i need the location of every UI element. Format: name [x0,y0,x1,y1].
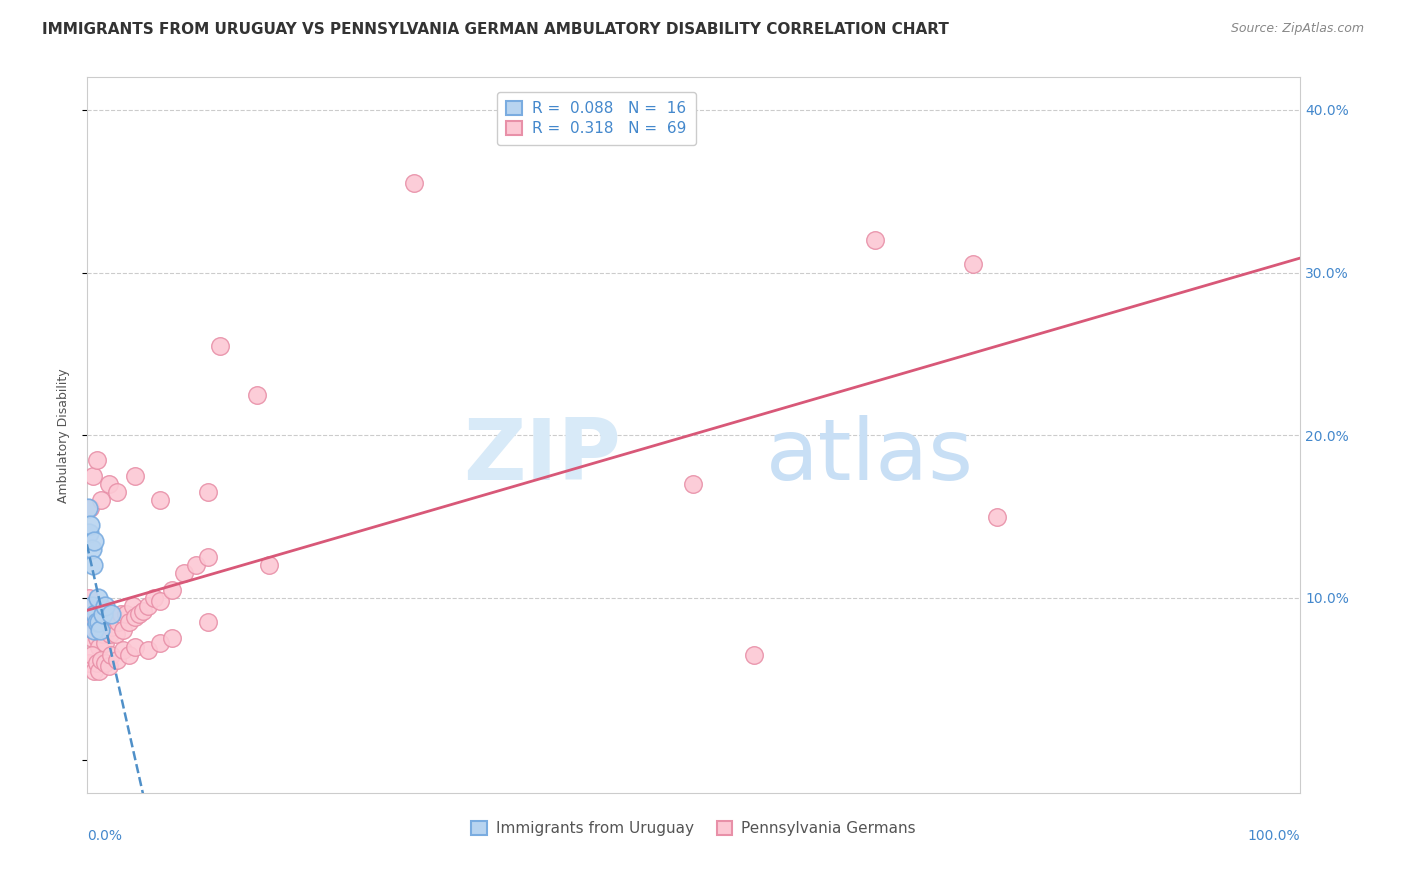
Point [104,626,127,640]
Point [184,558,207,573]
Point [124,640,146,654]
Point [149,594,172,608]
Point [83,624,105,638]
Point [86,615,108,630]
Text: IMMIGRANTS FROM URUGUAY VS PENNSYLVANIA GERMAN AMBULATORY DISABILITY CORRELATION: IMMIGRANTS FROM URUGUAY VS PENNSYLVANIA … [42,22,949,37]
Point [742,648,765,662]
Point [160,632,183,646]
Point [87,640,110,654]
Point [118,648,141,662]
Point [98,626,121,640]
Point [83,664,105,678]
Point [96,624,118,638]
Point [82,624,104,638]
Point [80,542,103,557]
Point [77,525,100,540]
Point [90,652,112,666]
Point [87,591,110,605]
Text: ZIP: ZIP [463,415,620,498]
Point [173,566,195,581]
Text: 100.0%: 100.0% [1247,829,1301,843]
Point [82,468,104,483]
Point [80,599,103,613]
Point [136,599,159,613]
Point [79,607,101,621]
Point [83,533,105,548]
Point [77,591,100,605]
Point [124,468,146,483]
Point [84,615,107,630]
Point [105,485,128,500]
Point [94,599,117,613]
Point [86,632,108,646]
Point [87,615,110,630]
Point [79,517,101,532]
Point [91,626,114,640]
Point [87,664,110,678]
Point [84,607,107,621]
Text: atlas: atlas [766,415,974,498]
Point [124,610,146,624]
Point [197,615,219,630]
Point [118,615,141,630]
Point [136,643,159,657]
Point [122,599,145,613]
Point [962,257,984,271]
Point [82,558,104,573]
Text: 0.0%: 0.0% [87,829,122,843]
Point [149,636,172,650]
Point [149,493,172,508]
Point [97,477,120,491]
Point [128,607,150,621]
Point [160,582,183,597]
Point [131,604,153,618]
Point [77,656,100,670]
Point [89,620,111,634]
Point [80,648,103,662]
Point [86,656,108,670]
Y-axis label: Ambulatory Disability: Ambulatory Disability [58,368,70,502]
Point [97,659,120,673]
Point [100,607,122,621]
Point [197,550,219,565]
Text: Source: ZipAtlas.com: Source: ZipAtlas.com [1230,22,1364,36]
Point [80,632,103,646]
Point [83,599,105,613]
Point [100,620,122,634]
Point [682,477,704,491]
Point [112,624,135,638]
Point [114,607,136,621]
Point [87,610,110,624]
Point [142,591,165,605]
Point [94,656,117,670]
Point [77,501,100,516]
Point [209,339,232,353]
Point [100,648,122,662]
Point [96,610,118,624]
Point [90,599,112,613]
Point [77,615,100,630]
Point [97,607,120,621]
Point [105,652,128,666]
Point [404,176,426,190]
Point [986,509,1008,524]
Point [107,615,129,630]
Point [79,501,101,516]
Point [246,387,269,401]
Point [86,452,108,467]
Point [89,624,111,638]
Point [91,607,114,621]
Point [112,643,135,657]
Point [865,233,887,247]
Point [90,493,112,508]
Point [103,610,125,624]
Point [94,636,117,650]
Point [197,485,219,500]
Point [257,558,280,573]
Legend: Immigrants from Uruguay, Pennsylvania Germans: Immigrants from Uruguay, Pennsylvania Ge… [465,815,922,843]
Point [93,615,115,630]
Point [110,607,132,621]
